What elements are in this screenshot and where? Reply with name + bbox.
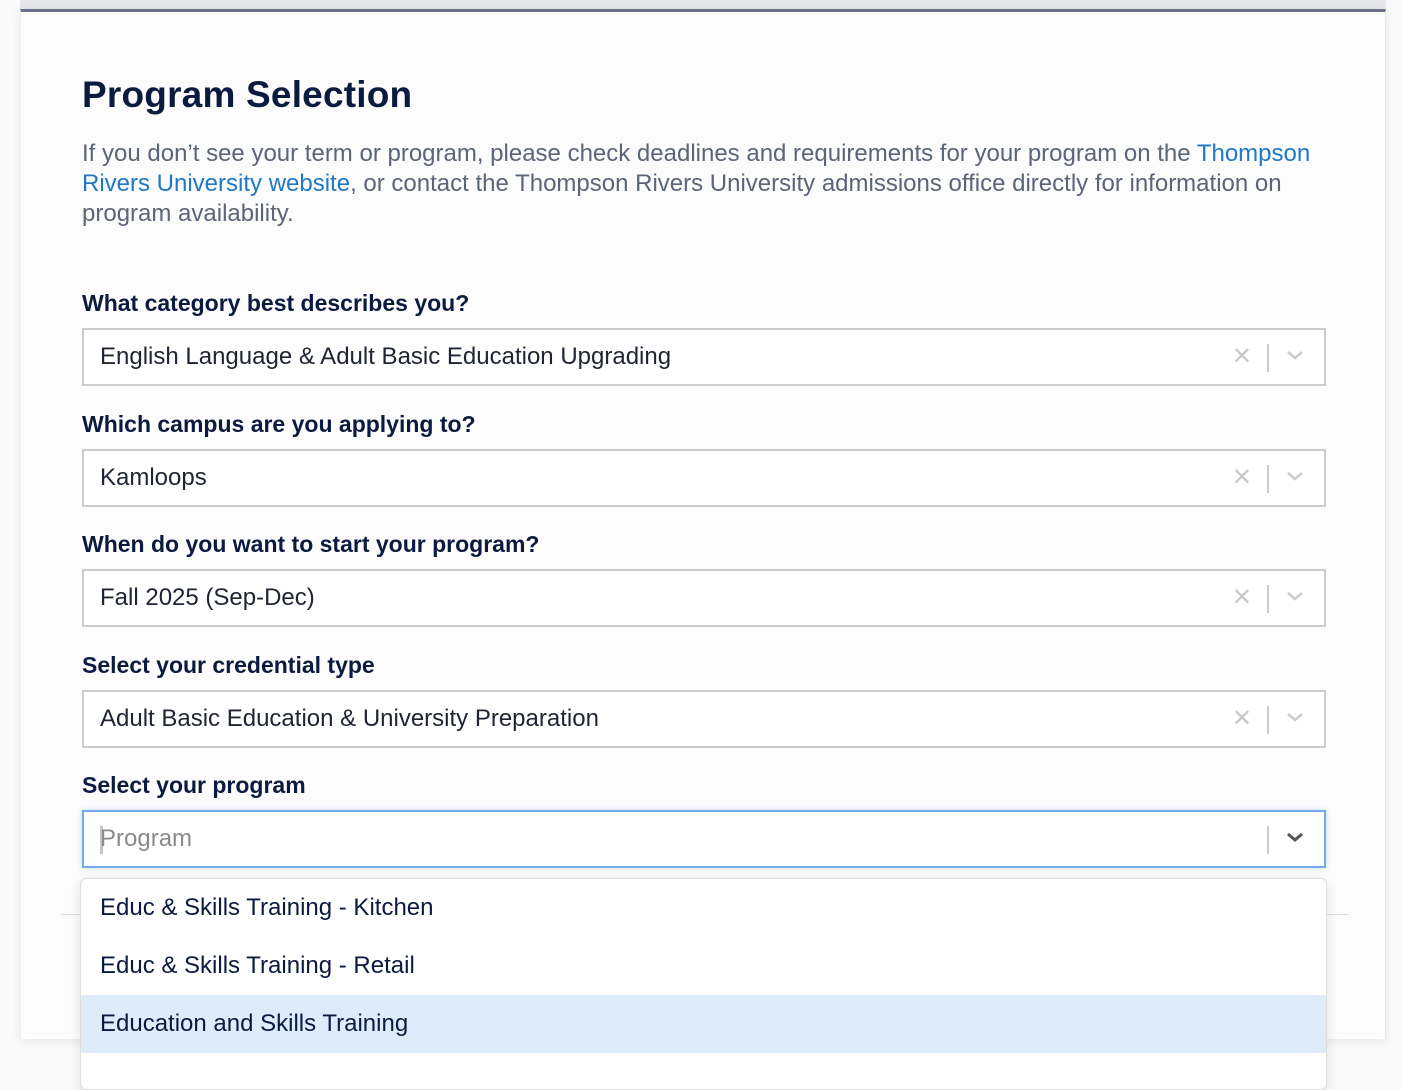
campus-select[interactable]: Kamloops ✕: [82, 449, 1326, 507]
category-select[interactable]: English Language & Adult Basic Education…: [82, 328, 1326, 386]
chevron-down-icon[interactable]: [1284, 585, 1306, 607]
chevron-down-icon[interactable]: [1284, 706, 1306, 728]
campus-value: Kamloops: [100, 464, 207, 491]
credential-value: Adult Basic Education & University Prepa…: [100, 705, 599, 732]
clear-icon[interactable]: ✕: [1231, 464, 1252, 491]
program-selection-card: Program Selection If you don’t see your …: [20, 9, 1386, 1039]
program-label: Select your program: [82, 772, 306, 798]
separator: [1267, 706, 1269, 734]
intro-text: If you don’t see your term or program, p…: [82, 139, 1342, 229]
intro-text-start: If you don’t see your term or program, p…: [82, 140, 1197, 167]
program-placeholder: Program: [100, 825, 193, 852]
clear-icon[interactable]: ✕: [1231, 705, 1252, 732]
program-option[interactable]: Educ & Skills Training - Retail: [100, 952, 415, 979]
separator: [1267, 585, 1269, 613]
chevron-down-icon[interactable]: [1284, 344, 1306, 366]
start-term-label: When do you want to start your program?: [82, 531, 540, 557]
tru-website-link[interactable]: Thompson Rivers University website: [82, 140, 1311, 197]
category-label: What category best describes you?: [82, 290, 470, 316]
chevron-down-icon[interactable]: [1284, 465, 1306, 487]
start-term-select[interactable]: Fall 2025 (Sep-Dec) ✕: [82, 569, 1326, 627]
separator: [1267, 465, 1269, 493]
page-title: Program Selection: [82, 74, 413, 115]
credential-select[interactable]: Adult Basic Education & University Prepa…: [82, 690, 1326, 748]
chevron-down-icon[interactable]: [1284, 826, 1306, 848]
text-cursor: [100, 826, 103, 854]
clear-icon[interactable]: ✕: [1231, 584, 1252, 611]
separator: [1267, 826, 1269, 854]
program-option[interactable]: Educ & Skills Training - Kitchen: [100, 894, 434, 921]
clear-icon[interactable]: ✕: [1231, 343, 1252, 370]
program-dropdown-menu: Educ & Skills Training - Kitchen Educ & …: [80, 878, 1327, 1090]
start-term-value: Fall 2025 (Sep-Dec): [100, 584, 315, 611]
category-value: English Language & Adult Basic Education…: [100, 343, 672, 370]
separator: [1267, 344, 1269, 372]
program-select[interactable]: Program: [82, 810, 1326, 868]
program-option-highlighted[interactable]: Education and Skills Training: [81, 995, 1326, 1053]
credential-label: Select your credential type: [82, 652, 375, 678]
top-strip: [20, 0, 1386, 9]
campus-label: Which campus are you applying to?: [82, 411, 476, 437]
intro-text-end: , or contact the Thompson Rivers Univers…: [82, 170, 1282, 227]
